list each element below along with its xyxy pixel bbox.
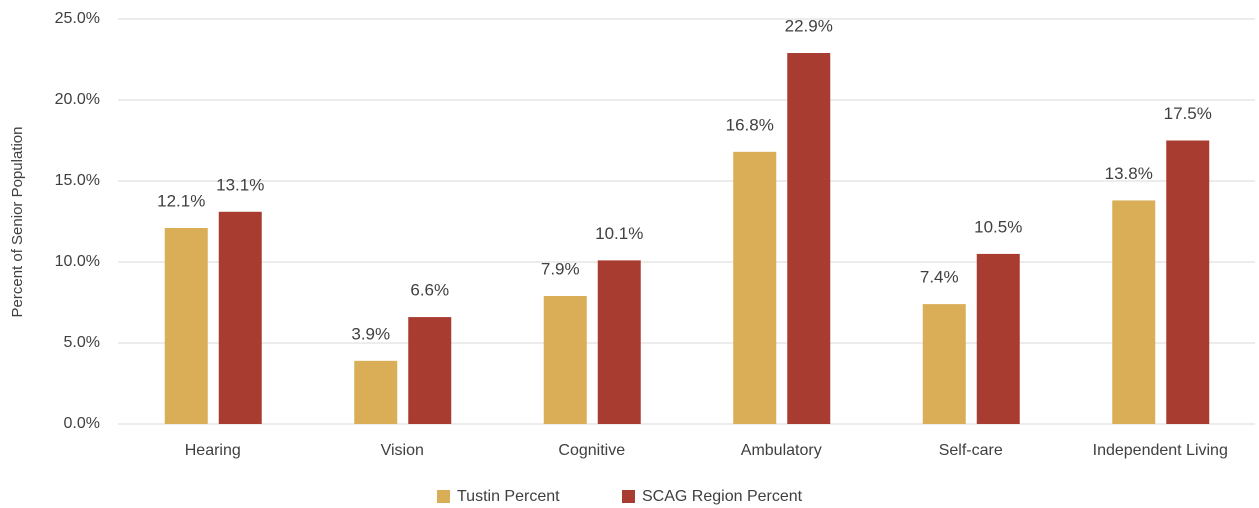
bar: [543, 296, 587, 424]
x-tick-label: Vision: [381, 442, 424, 459]
value-label: 16.8%: [726, 115, 774, 134]
y-axis-label: Percent of Senior Population: [9, 127, 26, 318]
value-label: 10.5%: [974, 217, 1022, 236]
x-tick-label: Ambulatory: [741, 442, 822, 459]
bar: [733, 151, 777, 424]
bar: [408, 317, 452, 424]
y-tick-label: 20.0%: [55, 91, 100, 108]
y-tick-label: 25.0%: [55, 10, 100, 27]
value-label: 3.9%: [351, 324, 390, 343]
x-tick-label: Self-care: [939, 442, 1003, 459]
y-tick-label: 10.0%: [55, 253, 100, 270]
x-tick-label: Independent Living: [1093, 442, 1228, 459]
y-tick-label: 0.0%: [64, 415, 100, 432]
value-label: 22.9%: [785, 17, 833, 36]
bar: [218, 211, 262, 424]
value-label: 7.4%: [920, 268, 959, 287]
y-tick-label: 15.0%: [55, 172, 100, 189]
bar: [354, 360, 398, 424]
legend-swatch: [622, 490, 635, 503]
bar: [787, 53, 831, 425]
bar: [922, 304, 966, 424]
x-tick-label: Hearing: [185, 442, 241, 459]
value-label: 7.9%: [541, 260, 580, 279]
value-label: 17.5%: [1164, 104, 1212, 123]
value-label: 12.1%: [157, 191, 205, 210]
bar: [976, 253, 1020, 424]
bar: [1166, 140, 1210, 424]
value-label: 13.8%: [1105, 164, 1153, 183]
value-label: 6.6%: [410, 281, 449, 300]
x-tick-label: Cognitive: [558, 442, 625, 459]
value-label: 13.1%: [216, 175, 264, 194]
legend-swatch: [437, 490, 450, 503]
bar: [1112, 200, 1156, 424]
value-label: 10.1%: [595, 224, 643, 243]
bar: [164, 227, 208, 424]
y-tick-label: 5.0%: [64, 334, 100, 351]
bar: [597, 260, 641, 424]
legend-label: Tustin Percent: [457, 488, 560, 505]
legend-label: SCAG Region Percent: [642, 488, 803, 505]
